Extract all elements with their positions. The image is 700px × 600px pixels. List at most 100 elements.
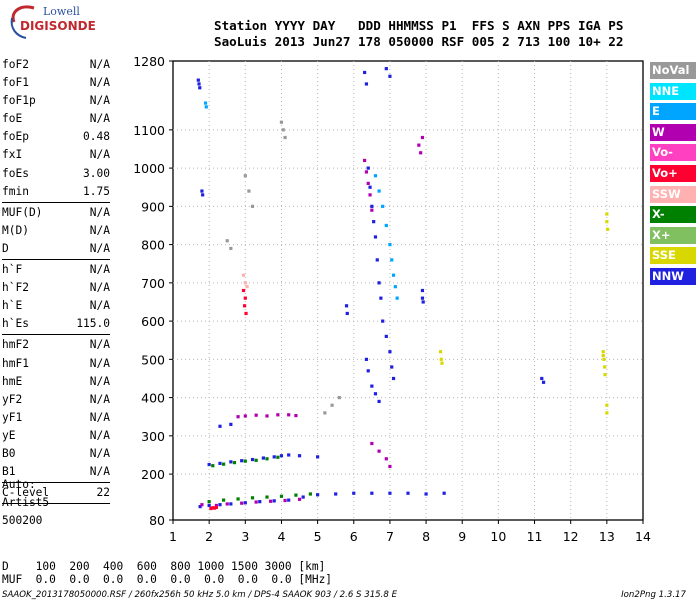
echo-point xyxy=(419,151,423,155)
param-name: C-level xyxy=(2,486,50,500)
param-separator xyxy=(2,201,110,203)
echo-point xyxy=(245,285,249,289)
echo-point xyxy=(439,357,443,361)
param-row: C-level 22 xyxy=(2,484,110,502)
echo-point xyxy=(243,414,247,418)
y-tick-label: 1100 xyxy=(133,123,165,138)
y-tick-label: 400 xyxy=(141,391,165,406)
echo-point xyxy=(261,456,265,460)
echo-point xyxy=(229,422,233,426)
x-tick-label: 5 xyxy=(314,529,322,544)
software-version: Ion2Png 1.3.17 xyxy=(621,590,686,600)
header-columns: Station YYYY DAY DDD HHMMSS P1 FFS S AXN… xyxy=(214,18,624,33)
auto-artist: Artist5 xyxy=(2,496,50,509)
echo-point xyxy=(250,457,255,462)
x-tick-label: 3 xyxy=(241,529,249,544)
echo-point xyxy=(250,204,255,208)
param-value: N/A xyxy=(89,112,110,126)
param-value: N/A xyxy=(89,58,110,71)
param-row: foF1p N/A xyxy=(2,92,110,110)
param-row: hmF2 N/A xyxy=(2,336,110,354)
file-info: SAAOK_2013178050000.RSF / 260fx256h 50 k… xyxy=(2,590,398,600)
echo-point xyxy=(388,491,392,495)
auto-code: 500200 xyxy=(2,514,43,527)
param-value: 115.0 xyxy=(76,317,110,331)
param-row: hmF1 N/A xyxy=(2,355,110,373)
param-value: N/A xyxy=(89,446,110,460)
param-name: MUF(D) xyxy=(2,205,43,219)
y-axis-ticks: 80 200 300 400 500 600 700 800 900 1000 1100 1280 xyxy=(133,54,173,528)
param-name: hmF1 xyxy=(2,356,29,370)
echo-point xyxy=(603,365,607,369)
echo-point xyxy=(287,498,291,502)
echo-point xyxy=(384,334,388,338)
echo-point xyxy=(269,499,273,503)
echo-point xyxy=(388,74,392,78)
echo-point xyxy=(384,457,388,461)
echo-point xyxy=(377,189,381,193)
echo-point xyxy=(601,350,605,354)
param-name: h`F2 xyxy=(2,281,29,295)
param-value: N/A xyxy=(89,299,110,313)
echo-point xyxy=(381,319,385,323)
echo-point xyxy=(229,502,233,506)
legend-item: NoVal xyxy=(650,62,696,79)
echo-point xyxy=(265,414,269,418)
echo-point xyxy=(379,296,383,300)
echo-point xyxy=(232,461,237,465)
param-name: foF1p xyxy=(2,94,36,108)
echo-point xyxy=(384,223,388,228)
echo-point xyxy=(225,239,229,243)
y-tick-label: 700 xyxy=(141,276,165,291)
echo-point xyxy=(200,503,204,507)
echo-point xyxy=(229,246,233,251)
x-tick-label: 1 xyxy=(169,529,177,544)
echo-point xyxy=(377,281,381,285)
echo-point xyxy=(308,492,312,496)
echo-point xyxy=(241,273,246,277)
echo-point xyxy=(377,449,381,453)
echo-point xyxy=(242,304,247,308)
echo-point xyxy=(364,82,369,86)
param-row: MUF(D) N/A xyxy=(2,204,110,222)
param-name: yF2 xyxy=(2,392,23,406)
y-tick-label: 300 xyxy=(141,429,165,444)
param-row: yF2 N/A xyxy=(2,391,110,409)
echo-point xyxy=(388,350,392,354)
legend-item: Vo+ xyxy=(650,164,696,182)
echo-point xyxy=(211,464,215,468)
echo-point xyxy=(391,273,396,277)
param-row: B1 N/A xyxy=(2,463,110,481)
param-separator xyxy=(2,503,110,505)
echo-point xyxy=(201,193,205,197)
echo-point xyxy=(229,460,233,464)
echo-point xyxy=(198,505,202,509)
grid-lines xyxy=(173,61,643,520)
echo-point xyxy=(218,503,222,507)
echo-point xyxy=(243,459,247,463)
echo-point xyxy=(196,78,200,82)
echo-point xyxy=(421,300,425,304)
echo-point xyxy=(381,204,385,208)
echo-point xyxy=(276,455,280,459)
param-separator xyxy=(2,334,110,336)
echo-point xyxy=(363,70,367,75)
param-name: foF1 xyxy=(2,76,29,90)
echo-point xyxy=(390,365,394,369)
legend-item: W xyxy=(650,123,696,141)
echo-point xyxy=(243,174,247,178)
echo-point xyxy=(254,500,258,504)
param-value: N/A xyxy=(89,281,110,295)
param-name: h`E xyxy=(2,299,23,313)
param-row: hmE N/A xyxy=(2,373,110,391)
echo-point xyxy=(236,497,240,501)
y-tick-label: 500 xyxy=(141,352,165,367)
echo-point xyxy=(541,380,546,384)
echo-point xyxy=(370,384,374,388)
legend-item: X+ xyxy=(650,226,696,244)
legend-item: NNW xyxy=(650,267,696,285)
param-value: N/A xyxy=(89,148,110,162)
param-name: foEp xyxy=(2,130,29,144)
param-name: foF2 xyxy=(2,58,29,71)
echo-point xyxy=(297,497,302,501)
